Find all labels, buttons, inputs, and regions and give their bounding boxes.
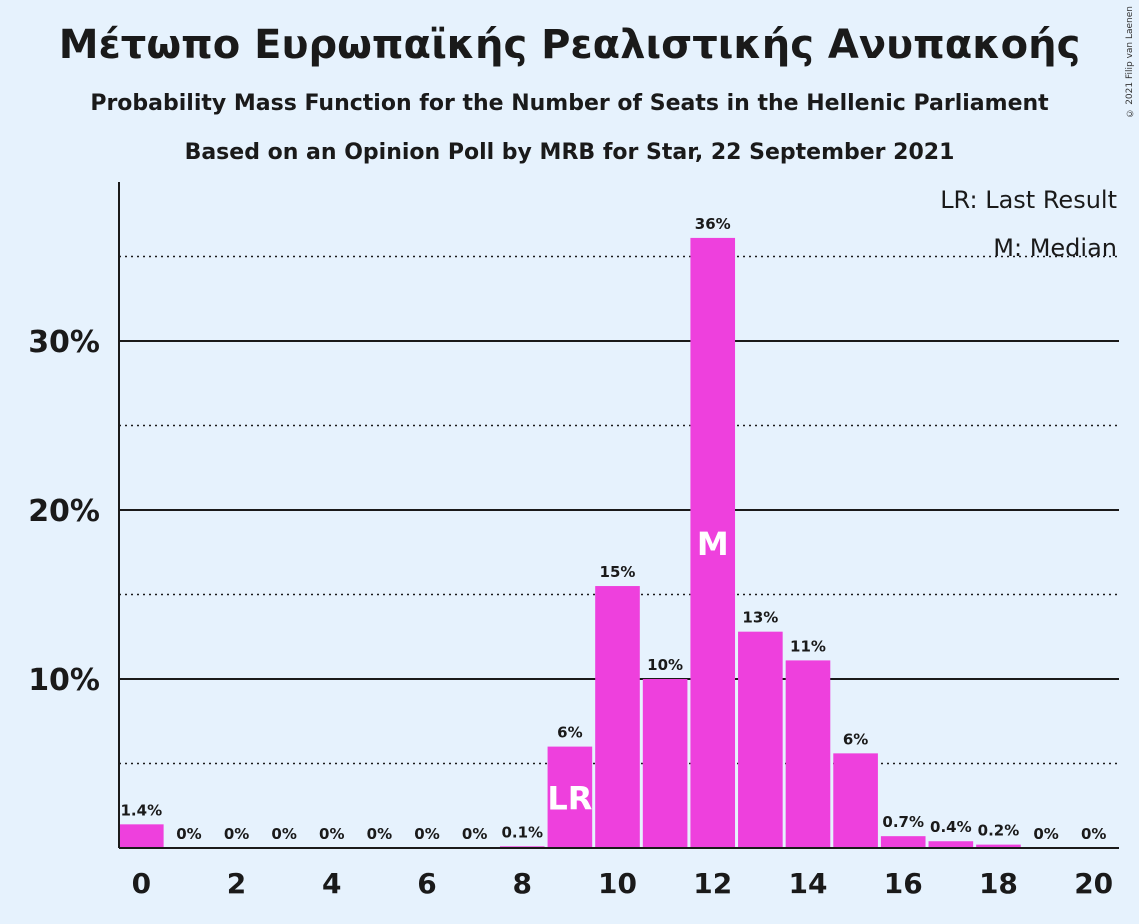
- data-label: 13%: [742, 609, 778, 627]
- bar: [642, 679, 688, 848]
- x-tick-label: 4: [322, 867, 341, 900]
- data-label: 11%: [790, 637, 826, 655]
- data-label: 10%: [647, 656, 683, 674]
- data-label: 6%: [557, 724, 582, 742]
- bar: [595, 586, 640, 848]
- legend-entry: LR: Last Result: [940, 186, 1117, 214]
- bar: [547, 746, 593, 848]
- data-label: 0%: [1081, 825, 1106, 843]
- data-label: 0%: [176, 825, 201, 843]
- x-tick-label: 2: [227, 867, 246, 900]
- data-label: 0%: [367, 825, 392, 843]
- data-label: 0.2%: [978, 822, 1020, 840]
- x-tick-label: 16: [884, 867, 923, 900]
- data-label: 36%: [695, 215, 731, 233]
- data-label: 0.4%: [930, 818, 972, 836]
- bar: [976, 844, 1021, 848]
- median-marker: M: [697, 525, 729, 563]
- data-label: 0.1%: [501, 823, 543, 841]
- data-label: 0%: [1033, 825, 1058, 843]
- bar: [690, 237, 736, 848]
- bar: [833, 753, 878, 848]
- data-label: 15%: [600, 563, 636, 581]
- chart-title: Μέτωπο Ευρωπαϊκής Ρεαλιστικής Ανυπακοής: [58, 22, 1081, 68]
- y-tick-label: 10%: [28, 663, 100, 698]
- bar: [119, 824, 164, 848]
- data-label: 1.4%: [121, 801, 163, 819]
- data-label: 0%: [224, 825, 249, 843]
- x-tick-label: 20: [1074, 867, 1113, 900]
- x-tick-label: 8: [513, 867, 532, 900]
- chart-subtitle-source: Based on an Opinion Poll by MRB for Star…: [184, 140, 955, 165]
- bar: [880, 836, 926, 848]
- bar: [928, 841, 974, 848]
- data-labels: 1.4% 0% 0% 0% 0% 0% 0% 0% 0.1% 6% 15% 10% 36% 13% 11% 6…: [121, 215, 1107, 843]
- y-tick-label: 20%: [28, 494, 100, 529]
- last-result-marker: LR: [547, 779, 592, 817]
- bar: [738, 631, 783, 848]
- legend-entry: M: Median: [993, 234, 1117, 262]
- data-label: 6%: [843, 730, 868, 748]
- chart-subtitle: Probability Mass Function for the Number…: [90, 91, 1049, 116]
- bar: [785, 660, 831, 848]
- axes: 10% 20% 30% 0 2 4 6 8 10 12 14 16 18 20: [28, 182, 1119, 900]
- legend: LR: Last Result M: Median: [940, 186, 1117, 262]
- x-tick-label: 12: [693, 867, 732, 900]
- y-tick-label: 30%: [28, 325, 100, 360]
- data-label: 0%: [271, 825, 296, 843]
- data-label: 0%: [319, 825, 344, 843]
- data-label: 0%: [462, 825, 487, 843]
- x-tick-label: 14: [788, 867, 827, 900]
- data-label: 0.7%: [882, 813, 924, 831]
- x-tick-label: 18: [979, 867, 1018, 900]
- bars: [119, 237, 1021, 848]
- x-tick-label: 10: [598, 867, 637, 900]
- x-tick-label: 6: [417, 867, 436, 900]
- data-label: 0%: [414, 825, 439, 843]
- bar-markers: LR M: [547, 525, 728, 817]
- x-tick-label: 0: [132, 867, 151, 900]
